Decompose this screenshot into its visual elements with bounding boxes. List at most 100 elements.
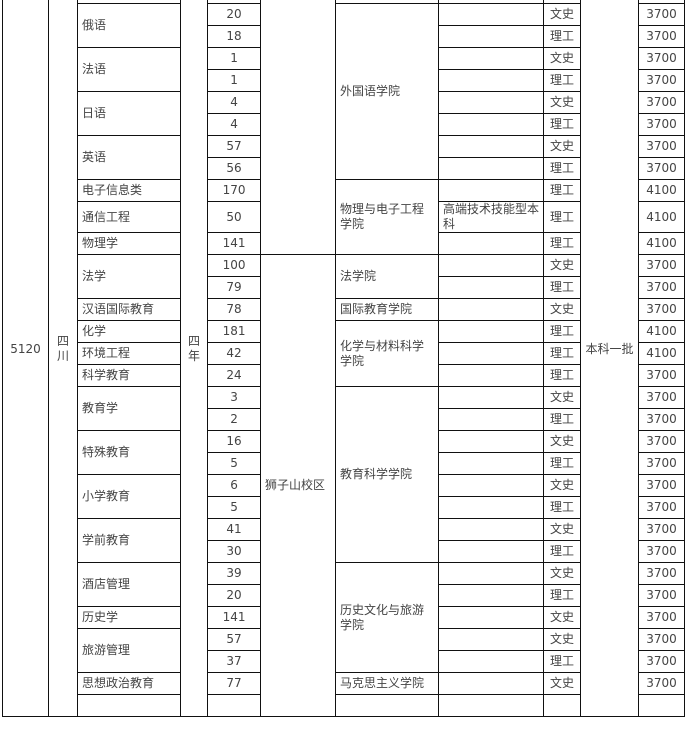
subject-category: 文史 (543, 518, 582, 541)
duration-cell: 四年 (179, 0, 209, 717)
major-name: 法学 (77, 254, 181, 299)
plan-count: 20 (207, 584, 262, 607)
table-row: 旅游管理 57 文史 3700 (3, 628, 686, 673)
plan-count: 18 (207, 25, 262, 48)
tuition-fee: 3700 (638, 606, 686, 629)
college-name: 化学与材料科学学院 (335, 320, 440, 387)
table-row: 小学教育 6 文史 3700 (3, 474, 686, 519)
table-row: 环境工程 42 理工 4100 (3, 342, 686, 365)
tuition-fee: 4100 (638, 320, 686, 343)
plan-count: 2 (207, 408, 262, 431)
program-type (438, 540, 545, 563)
tuition-fee: 3700 (638, 47, 686, 70)
code-cell: 5120 (2, 0, 49, 717)
major-name: 教育学 (77, 386, 181, 431)
campus-name: 狮子山校区 (260, 254, 337, 717)
plan-count: 170 (207, 179, 262, 202)
table-row: 法语 1 文史 3700 (3, 47, 686, 92)
subject-category: 理工 (543, 69, 582, 92)
tuition-fee: 3700 (638, 276, 686, 299)
program-type (438, 496, 545, 519)
major-name: 电子信息类 (77, 179, 181, 202)
enrollment-plan-table: 5120 四川 四年 本科一批 俄语 20 外国语学院 文史 3700 18 理工 3700 法语 1 文史… (2, 0, 686, 717)
table-row: 5 理工 3700 (3, 496, 686, 519)
major-name: 日语 (77, 91, 181, 136)
subject-category: 文史 (543, 430, 582, 453)
major-name: 英语 (77, 135, 181, 180)
tuition-fee: 3700 (638, 25, 686, 48)
major-name: 科学教育 (77, 364, 181, 387)
college-name: 历史文化与旅游学院 (335, 562, 440, 673)
subject-category: 理工 (543, 157, 582, 180)
plan-count: 100 (207, 254, 262, 277)
tuition-fee: 3700 (638, 562, 686, 585)
program-type (438, 69, 545, 92)
college-name: 外国语学院 (335, 3, 440, 180)
tuition-fee: 3700 (638, 157, 686, 180)
program-type (438, 3, 545, 26)
program-type (438, 672, 545, 695)
tuition-fee: 3700 (638, 628, 686, 651)
tuition-fee: 3700 (638, 430, 686, 453)
plan-count: 50 (207, 201, 262, 233)
batch-cell: 本科一批 (580, 0, 640, 717)
subject-category: 理工 (543, 650, 582, 673)
college-name: 物理与电子工程学院 (335, 179, 440, 255)
tuition-fee: 3700 (638, 650, 686, 673)
program-type (438, 179, 545, 202)
table-row: 化学 181 化学与材料科学学院 理工 4100 (3, 320, 686, 387)
table-row: 汉语国际教育 78 国际教育学院 文史 3700 (3, 298, 686, 321)
plan-count: 16 (207, 430, 262, 453)
major-name: 通信工程 (77, 201, 181, 233)
major-name: 学前教育 (77, 518, 181, 563)
table-row: 1 理工 3700 (3, 69, 686, 92)
subject-category: 理工 (543, 408, 582, 431)
tuition-fee: 4100 (638, 232, 686, 255)
subject-category: 文史 (543, 386, 582, 409)
plan-count: 3 (207, 386, 262, 409)
program-type (438, 254, 545, 277)
program-type: 高端技术技能型本科 (438, 201, 545, 233)
subject-category: 文史 (543, 628, 582, 651)
program-type (438, 113, 545, 136)
plan-count: 24 (207, 364, 262, 387)
tuition-fee: 3700 (638, 135, 686, 158)
plan-count: 41 (207, 518, 262, 541)
subject-category: 文史 (543, 3, 582, 26)
major-name: 物理学 (77, 232, 181, 255)
campus-cell (260, 0, 337, 255)
major-name: 环境工程 (77, 342, 181, 365)
program-type (438, 628, 545, 651)
plan-count: 79 (207, 276, 262, 299)
plan-count: 57 (207, 135, 262, 158)
program-type (438, 135, 545, 158)
program-type (438, 584, 545, 607)
plan-count: 78 (207, 298, 262, 321)
fee-cell (638, 694, 686, 717)
tuition-fee: 3700 (638, 496, 686, 519)
program-type (438, 518, 545, 541)
tuition-fee: 3700 (638, 584, 686, 607)
table-row: 科学教育 24 理工 3700 (3, 364, 686, 387)
subject-category: 理工 (543, 201, 582, 233)
tuition-fee: 3700 (638, 386, 686, 409)
tuition-fee: 3700 (638, 91, 686, 114)
plan-count: 1 (207, 47, 262, 70)
program-type (438, 47, 545, 70)
subject-category: 理工 (543, 452, 582, 475)
subject-category: 文史 (543, 91, 582, 114)
tuition-fee: 3700 (638, 408, 686, 431)
subject-category: 文史 (543, 474, 582, 497)
table-row: 历史学 141 文史 3700 (3, 606, 686, 629)
tuition-fee: 3700 (638, 518, 686, 541)
subject-category: 文史 (543, 672, 582, 695)
major-name: 汉语国际教育 (77, 298, 181, 321)
tuition-fee: 3700 (638, 298, 686, 321)
tuition-fee: 3700 (638, 69, 686, 92)
program-type (438, 25, 545, 48)
program-type (438, 386, 545, 409)
college-cell (335, 694, 440, 717)
plan-count: 4 (207, 91, 262, 114)
subject-category: 理工 (543, 496, 582, 519)
program-type (438, 562, 545, 585)
